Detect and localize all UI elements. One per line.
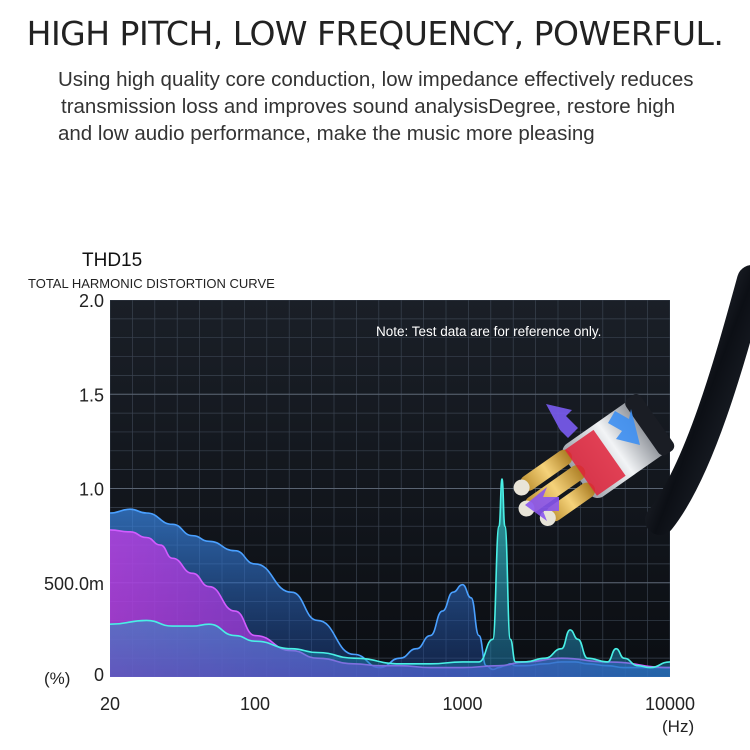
series-line-3 — [110, 478, 670, 669]
x-axis-ticks: 20 100 1000 10000 — [100, 694, 695, 714]
description-line-3: and low audio performance, make the musi… — [58, 122, 595, 145]
cable-connector-illustration — [513, 265, 750, 535]
y-tick-label: 1.0 — [79, 480, 104, 500]
x-tick-label: 100 — [240, 694, 270, 714]
x-axis-unit: (Hz) — [662, 717, 694, 736]
gold-core-3 — [546, 482, 596, 522]
connector-ring — [625, 394, 675, 456]
chart-subtitle: TOTAL HARMONIC DISTORTION CURVE — [28, 276, 275, 291]
gold-core-1 — [520, 449, 573, 491]
y-axis-unit: (%) — [44, 669, 70, 688]
arrow-purple-icon — [525, 487, 559, 521]
red-core-glow — [564, 429, 626, 496]
x-tick-label: 1000 — [442, 694, 482, 714]
arrow-violet-icon — [546, 404, 578, 438]
x-tick-label: 20 — [100, 694, 120, 714]
headline: HIGH PITCH, LOW FREQUENCY, POWERFUL. — [26, 14, 724, 53]
series-area-3 — [110, 479, 670, 677]
y-tick-label: 2.0 — [79, 291, 104, 311]
core-end-1 — [513, 479, 530, 496]
y-axis-ticks: 0 500.0m 1.0 1.5 2.0 — [44, 291, 104, 685]
description: Using high quality core conduction, low … — [58, 66, 738, 147]
description-line-1: Using high quality core conduction, low … — [58, 68, 694, 91]
y-tick-label: 1.5 — [79, 385, 104, 405]
chart-title: THD15 — [82, 250, 143, 271]
arrow-blue-icon — [608, 409, 640, 445]
description-line-2: transmission loss and improves sound ana… — [61, 95, 676, 118]
cable-body — [645, 265, 750, 535]
plot-series — [110, 478, 670, 677]
y-tick-label: 0 — [94, 665, 104, 685]
x-tick-label: 10000 — [645, 694, 695, 714]
chart-note: Note: Test data are for reference only. — [376, 324, 601, 339]
y-tick-label: 500.0m — [44, 574, 104, 594]
